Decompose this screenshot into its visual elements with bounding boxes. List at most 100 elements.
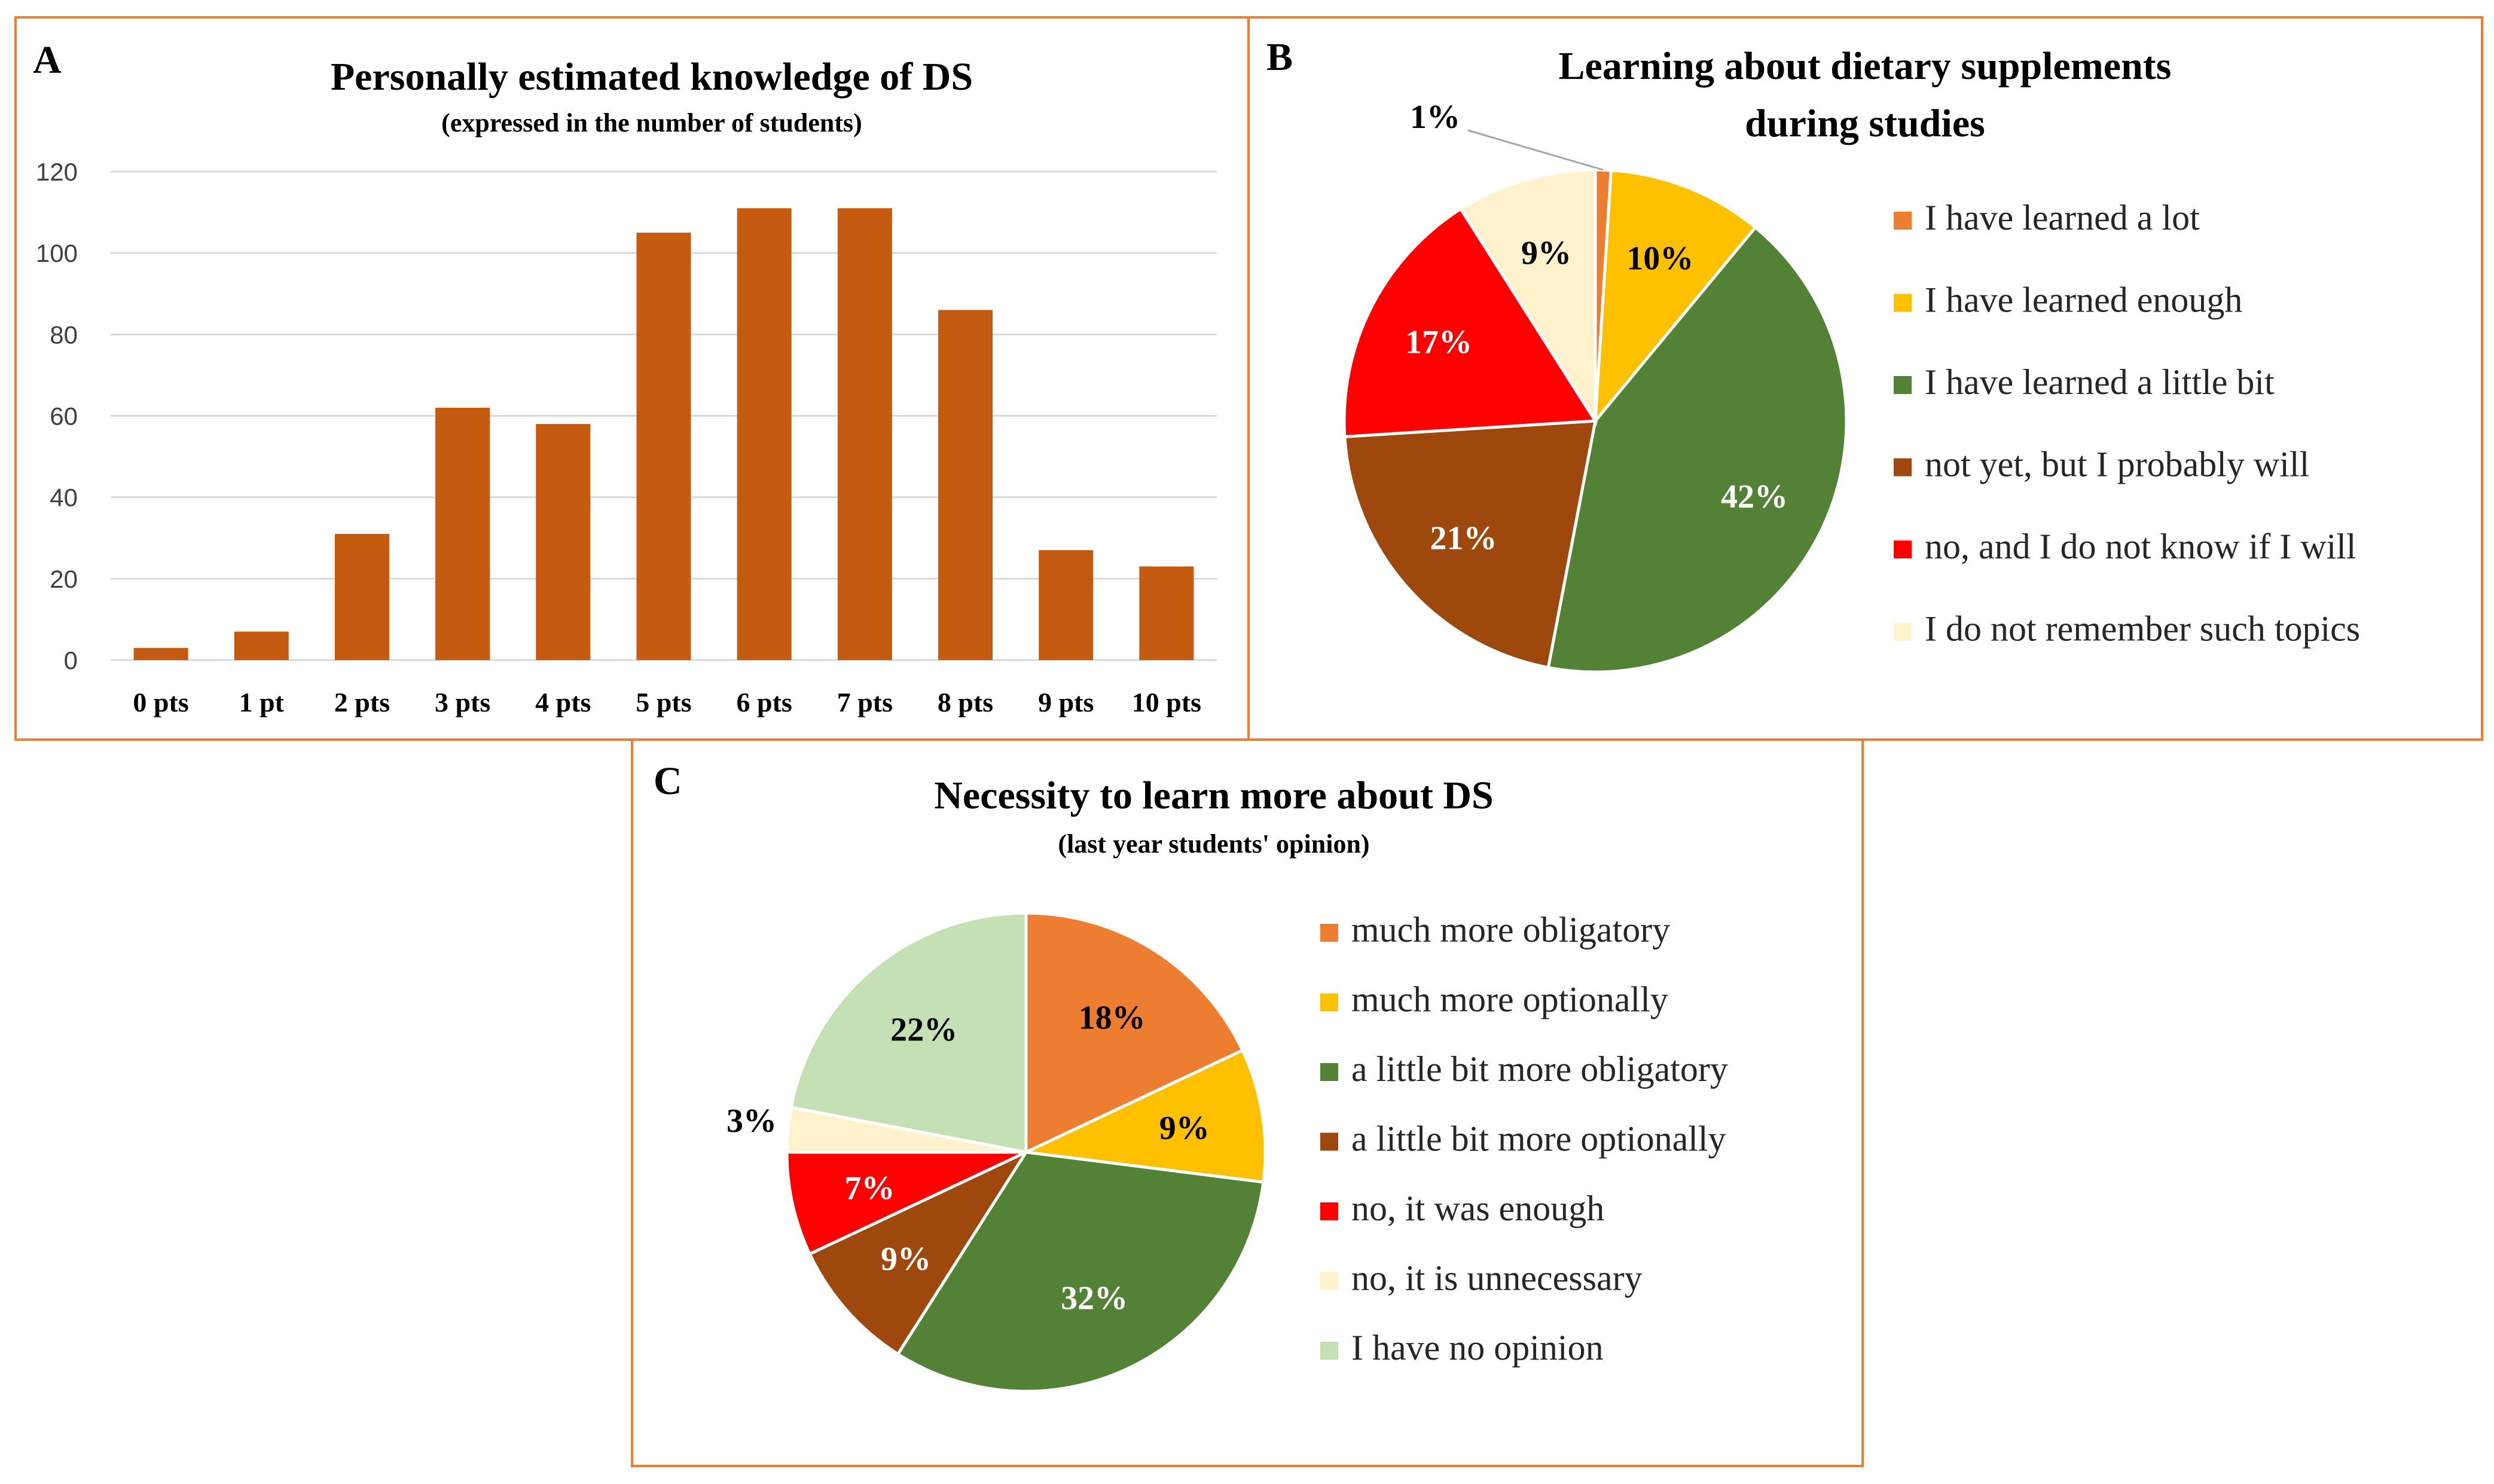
- legend-label: a little bit more obligatory: [1351, 1049, 1728, 1089]
- legend-swatch: [1320, 924, 1338, 942]
- legend-label: I have learned a lot: [1925, 198, 2200, 237]
- x-tick-label: 10 pts: [1132, 687, 1201, 717]
- data-label: 9%: [1159, 1110, 1210, 1147]
- legend-label: no, it is unnecessary: [1351, 1259, 1643, 1298]
- x-tick-label: 1 pt: [239, 687, 285, 717]
- panel-b-title: Learning about dietary supplements: [1559, 44, 2172, 88]
- pie-slice-no-and-i-do-not-know-if-i-will: [1342, 206, 1598, 439]
- bar-2-pts: [334, 533, 389, 660]
- y-tick-label: 0: [64, 646, 78, 674]
- legend-label: not yet, but I probably will: [1925, 445, 2309, 484]
- legend-label: I have learned a little bit: [1925, 362, 2275, 402]
- panel-a-x-axis: 0 pts 1 pt 2 pts 3 pts 4 pts 5 pts 6 pts 7 pts 8…: [133, 687, 1201, 717]
- x-tick-label: 6 pts: [737, 687, 792, 717]
- panel-b-frame: [1247, 16, 2483, 741]
- x-tick-label: 0 pts: [133, 687, 188, 717]
- panel-c-legend: much more obligatory much more optionally…: [1320, 910, 1728, 1367]
- pie-slice-no-it-was-enough: [785, 1150, 1027, 1256]
- bar-4-pts: [536, 424, 591, 660]
- bar-0-pts: [133, 648, 188, 660]
- panel-b-letter: B: [1266, 35, 1293, 79]
- data-label: 21%: [1430, 520, 1497, 557]
- legend-swatch: [1894, 541, 1912, 558]
- legend-swatch: [1894, 622, 1912, 641]
- legend-label: no, and I do not know if I will: [1925, 527, 2356, 566]
- legend-swatch: [1320, 993, 1338, 1012]
- y-tick-label: 40: [50, 484, 78, 512]
- panel-b-title-line2: during studies: [1745, 102, 1985, 145]
- legend-swatch: [1894, 376, 1912, 394]
- panel-c-subtitle: (last year students' opinion): [1058, 829, 1369, 859]
- x-tick-label: 4 pts: [535, 687, 591, 717]
- panel-c-frame: [631, 738, 1864, 1467]
- bar-8-pts: [938, 310, 993, 660]
- pie-slice-not-yet-but-i-probably-will: [1343, 419, 1598, 670]
- panel-c-title: Necessity to learn more about DS: [934, 774, 1493, 817]
- pie-slice-i-have-learned-a-little-bit: [1546, 225, 1848, 674]
- legend-swatch: [1894, 458, 1912, 477]
- bar-7-pts: [837, 208, 892, 660]
- legend-label: a little bit more optionally: [1351, 1119, 1726, 1159]
- legend-label: I have learned enough: [1925, 280, 2242, 320]
- legend-swatch: [1320, 1063, 1338, 1081]
- bar-1-pt: [234, 631, 289, 660]
- bar-3-pts: [435, 407, 490, 660]
- data-label: 18%: [1079, 1000, 1146, 1037]
- pie-slice-i-have-learned-enough: [1594, 169, 1758, 426]
- panel-c-letter: C: [654, 759, 682, 803]
- data-label: 9%: [1521, 235, 1571, 272]
- data-label: 3%: [726, 1103, 777, 1140]
- data-label: 32%: [1061, 1280, 1128, 1317]
- y-tick-label: 20: [50, 565, 78, 593]
- legend-swatch: [1320, 1272, 1338, 1290]
- panel-b-pie: 1% 10% 42% 21% 17% 9%: [1342, 99, 1848, 674]
- bar-6-pts: [737, 208, 792, 660]
- x-tick-label: 8 pts: [938, 687, 993, 717]
- y-tick-label: 80: [50, 320, 78, 349]
- x-tick-label: 7 pts: [837, 687, 893, 717]
- y-tick-label: 100: [36, 239, 78, 267]
- legend-label: no, it was enough: [1351, 1189, 1604, 1228]
- panel-a-title: Personally estimated knowledge of DS: [331, 55, 973, 99]
- x-tick-label: 9 pts: [1038, 687, 1094, 717]
- bar-5-pts: [636, 233, 691, 660]
- bar-9-pts: [1039, 550, 1094, 660]
- legend-swatch: [1894, 294, 1912, 312]
- data-label: 1%: [1410, 99, 1460, 136]
- bar-10-pts: [1139, 566, 1194, 660]
- panel-a: A Personally estimated knowledge of DS (…: [33, 38, 1217, 717]
- legend-label: much more optionally: [1351, 980, 1668, 1019]
- panel-a-letter: A: [33, 38, 62, 82]
- data-label: 7%: [844, 1170, 895, 1207]
- pie-slice-i-have-no-opinion: [789, 911, 1028, 1155]
- data-label: 42%: [1721, 478, 1788, 515]
- data-label: 10%: [1626, 240, 1693, 277]
- legend-swatch: [1320, 1132, 1338, 1151]
- leader-line: [1467, 129, 1604, 171]
- panel-a-subtitle: (expressed in the number of students): [441, 108, 862, 138]
- panel-c-pie: 18% 9% 32% 9% 7% 3% 22%: [726, 911, 1267, 1393]
- x-tick-label: 5 pts: [636, 687, 691, 717]
- panel-a-y-axis: 0 20 40 60 80 100 120: [36, 158, 78, 674]
- pie-slice-a-little-bit-more-optionally: [807, 1149, 1030, 1357]
- panel-a-bars: [133, 208, 1194, 660]
- pie-slice-much-more-obligatory: [1024, 911, 1245, 1155]
- legend-label: much more obligatory: [1351, 910, 1670, 949]
- panel-b: B Learning about dietary supplements dur…: [1266, 35, 2360, 674]
- data-label: 9%: [881, 1241, 931, 1278]
- legend-swatch: [1320, 1202, 1338, 1220]
- panel-b-legend: I have learned a lot I have learned enoug…: [1894, 198, 2360, 649]
- legend-label: I do not remember such topics: [1925, 609, 2360, 649]
- pie-slice-much-more-optionally: [1021, 1048, 1267, 1184]
- legend-swatch: [1894, 212, 1912, 230]
- data-label: 22%: [890, 1012, 957, 1049]
- panel-c: C Necessity to learn more about DS (last…: [654, 759, 1728, 1393]
- pie-slice-i-do-not-remember-such-topics: [1458, 168, 1597, 426]
- legend-swatch: [1320, 1342, 1338, 1360]
- legend-label: I have no opinion: [1351, 1328, 1604, 1367]
- y-tick-label: 120: [36, 158, 78, 186]
- x-tick-label: 3 pts: [435, 687, 490, 717]
- y-tick-label: 60: [50, 402, 78, 430]
